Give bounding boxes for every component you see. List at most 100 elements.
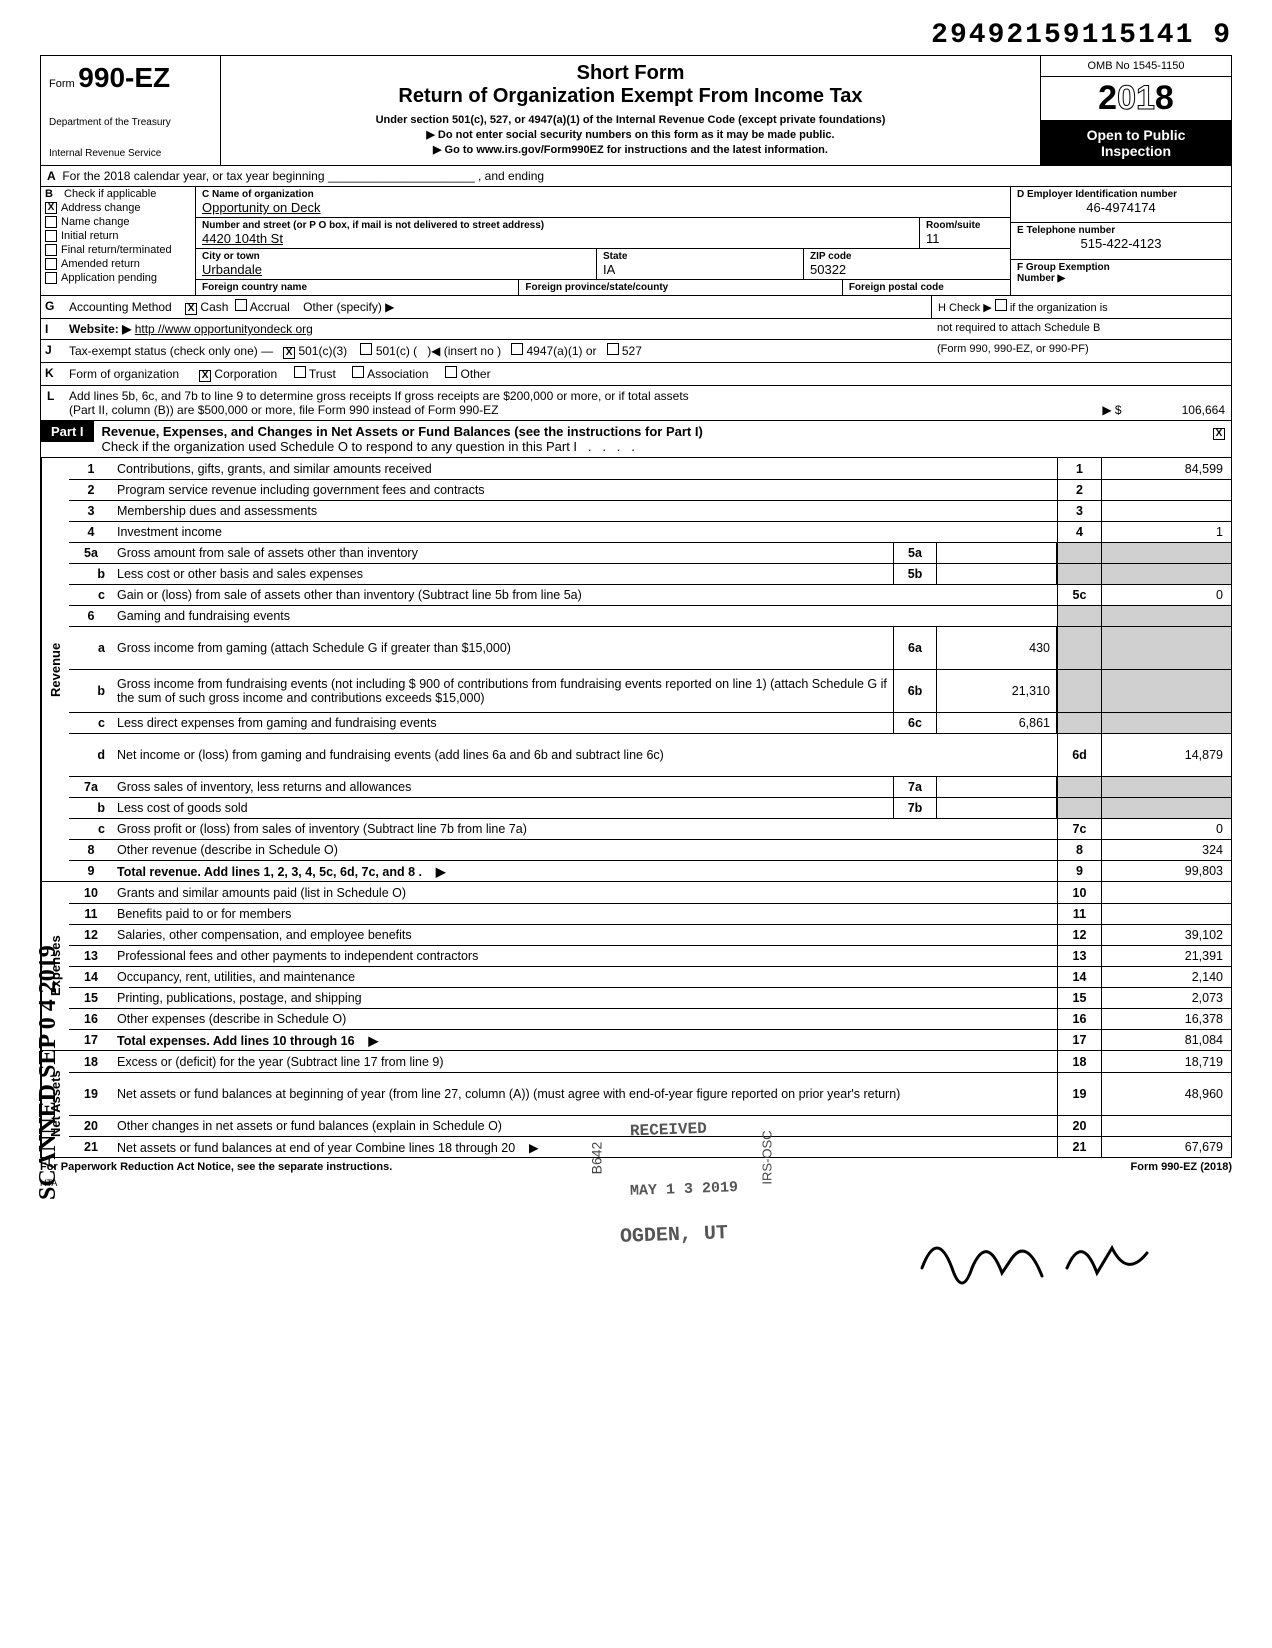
line-desc: Gain or (loss) from sale of assets other… [113, 585, 1057, 605]
room-suite: 11 [926, 231, 1004, 246]
line-value: 81,084 [1101, 1030, 1231, 1050]
form-number: 990-EZ [78, 62, 170, 93]
table-row: 19Net assets or fund balances at beginni… [69, 1072, 1231, 1115]
line-value: 324 [1101, 840, 1231, 860]
form-subtitle-1: Under section 501(c), 527, or 4947(a)(1)… [229, 114, 1032, 126]
short-form-label: Short Form [229, 62, 1032, 85]
line-desc: Less direct expenses from gaming and fun… [113, 713, 893, 733]
line-number: 19 [69, 1073, 113, 1115]
checkbox-501c[interactable] [360, 343, 372, 355]
line-value [1101, 501, 1231, 521]
line-ref: 17 [1057, 1030, 1101, 1050]
line-desc: Other revenue (describe in Schedule O) [113, 840, 1057, 860]
line-desc: Less cost of goods sold [113, 798, 893, 818]
table-row: 16Other expenses (describe in Schedule O… [69, 1008, 1231, 1029]
line-desc: Other changes in net assets or fund bala… [113, 1116, 1057, 1136]
form-subtitle-2: ▶ Do not enter social security numbers o… [229, 128, 1032, 141]
row-k-form-org: Form of organization X Corporation Trust… [65, 363, 1231, 385]
line-desc: Less cost or other basis and sales expen… [113, 564, 893, 584]
form-subtitle-3: ▶ Go to www.irs.gov/Form990EZ for instru… [229, 143, 1032, 156]
line-desc: Net assets or fund balances at end of ye… [113, 1137, 1057, 1157]
line-desc: Membership dues and assessments [113, 501, 1057, 521]
line-ref: 12 [1057, 925, 1101, 945]
checkbox-final-return[interactable] [45, 244, 57, 256]
line-value: 99,803 [1101, 861, 1231, 881]
line-number: 3 [69, 501, 113, 521]
line-number: 12 [69, 925, 113, 945]
checkbox-address-change[interactable]: X [45, 202, 57, 214]
dept-treasury: Department of the Treasury [49, 117, 212, 128]
table-row: 8Other revenue (describe in Schedule O)8… [69, 839, 1231, 860]
checkbox-4947[interactable] [511, 343, 523, 355]
line-value: 0 [1101, 585, 1231, 605]
line-value: 67,679 [1101, 1137, 1231, 1157]
line-value: 2,140 [1101, 967, 1231, 987]
line-ref: 8 [1057, 840, 1101, 860]
table-row: 5aGross amount from sale of assets other… [69, 542, 1231, 563]
line-value [1101, 882, 1231, 903]
table-row: bGross income from fundraising events (n… [69, 669, 1231, 712]
table-row: 6Gaming and fundraising events [69, 605, 1231, 626]
table-row: 10Grants and similar amounts paid (list … [69, 882, 1231, 903]
line-number: 21 [69, 1137, 113, 1157]
checkbox-other-org[interactable] [445, 366, 457, 378]
side-label-revenue: Revenue [41, 458, 69, 881]
line-ref: 18 [1057, 1051, 1101, 1072]
line-desc: Net assets or fund balances at beginning… [113, 1073, 1057, 1115]
open-public-badge: Open to Public Inspection [1041, 121, 1231, 165]
checkbox-pending[interactable] [45, 272, 57, 284]
tax-year: 2018 [1041, 77, 1231, 121]
checkbox-accrual[interactable] [235, 299, 247, 311]
table-row: cGain or (loss) from sale of assets othe… [69, 584, 1231, 605]
line-desc: Contributions, gifts, grants, and simila… [113, 458, 1057, 479]
line-desc: Benefits paid to or for members [113, 904, 1057, 924]
org-name: Opportunity on Deck [202, 200, 1004, 215]
line-ref: 7c [1057, 819, 1101, 839]
table-row: 11Benefits paid to or for members11 [69, 903, 1231, 924]
row-l: L Add lines 5b, 6c, and 7b to line 9 to … [40, 386, 1232, 421]
checkbox-corp[interactable]: X [199, 370, 211, 382]
checkbox-assoc[interactable] [352, 366, 364, 378]
table-row: 20Other changes in net assets or fund ba… [69, 1115, 1231, 1136]
line-number: d [69, 734, 113, 776]
checkbox-trust[interactable] [294, 366, 306, 378]
row-i-website: Website: ▶ http //www opportunityondeck … [65, 319, 931, 339]
table-row: 7aGross sales of inventory, less returns… [69, 776, 1231, 797]
table-row: cGross profit or (loss) from sales of in… [69, 818, 1231, 839]
line-number: 20 [69, 1116, 113, 1136]
line-ref: 21 [1057, 1137, 1101, 1157]
line-ref: 1 [1057, 458, 1101, 479]
line-number: 11 [69, 904, 113, 924]
line-ref: 4 [1057, 522, 1101, 542]
line-ref: 2 [1057, 480, 1101, 500]
checkbox-527[interactable] [607, 343, 619, 355]
table-row: 2Program service revenue including gover… [69, 479, 1231, 500]
checkbox-h[interactable] [995, 299, 1007, 311]
checkbox-name-change[interactable] [45, 216, 57, 228]
section-b-checkboxes: B Check if applicable XAddress change Na… [41, 187, 196, 295]
checkbox-part1-schedule-o[interactable]: X [1213, 428, 1225, 440]
checkbox-cash[interactable]: X [185, 303, 197, 315]
line-number: 16 [69, 1009, 113, 1029]
checkbox-amended[interactable] [45, 258, 57, 270]
zip: 50322 [810, 262, 1004, 277]
line-number: 9 [69, 861, 113, 881]
dept-irs: Internal Revenue Service [49, 148, 212, 159]
paperwork-notice: For Paperwork Reduction Act Notice, see … [40, 1161, 392, 1173]
checkbox-initial-return[interactable] [45, 230, 57, 242]
section-c-org-info: C Name of organization Opportunity on De… [196, 187, 1011, 295]
inner-line-ref: 6b [893, 670, 937, 712]
line-number: 15 [69, 988, 113, 1008]
line-desc: Excess or (deficit) for the year (Subtra… [113, 1051, 1057, 1072]
line-ref: 6d [1057, 734, 1101, 776]
checkbox-501c3[interactable]: X [283, 347, 295, 359]
line-value: 14,879 [1101, 734, 1231, 776]
state: IA [603, 262, 797, 277]
line-desc: Program service revenue including govern… [113, 480, 1057, 500]
table-row: 1Contributions, gifts, grants, and simil… [69, 458, 1231, 479]
line-value: 84,599 [1101, 458, 1231, 479]
ein: 46-4974174 [1017, 200, 1225, 215]
irs-stamp: IRS-OSC [760, 1130, 775, 1184]
table-row: bLess cost or other basis and sales expe… [69, 563, 1231, 584]
line-ref: 15 [1057, 988, 1101, 1008]
